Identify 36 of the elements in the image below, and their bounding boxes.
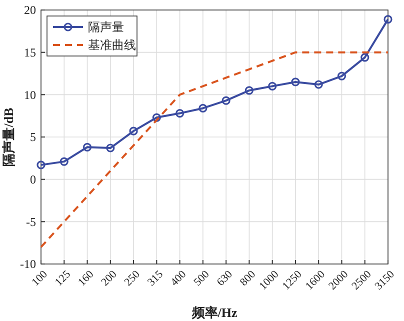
point: [198, 104, 208, 113]
y-tick-label: 0: [30, 172, 36, 187]
legend-label: 基准曲线: [88, 38, 136, 52]
x-tick-label: 160: [76, 268, 96, 289]
point: [152, 113, 161, 122]
x-tick-label: 315: [145, 268, 166, 289]
y-tick-label: 20: [24, 3, 36, 18]
x-tick-label: 400: [168, 268, 189, 289]
point: [36, 160, 46, 170]
point: [222, 96, 230, 105]
y-tick-label: 15: [24, 46, 36, 60]
point: [291, 78, 300, 86]
point: [60, 157, 68, 166]
y-tick-label: 10: [24, 88, 36, 102]
point: [268, 82, 277, 90]
point: [82, 142, 92, 152]
point: [314, 80, 323, 89]
y-axis-title: 隔声量/dB: [1, 107, 16, 166]
point: [337, 72, 346, 80]
point: [176, 108, 184, 118]
x-tick-label: 500: [192, 268, 212, 289]
x-tick-label: 250: [122, 268, 143, 289]
x-tick-label: 630: [214, 268, 236, 289]
legend-label: 隔声量: [88, 20, 124, 34]
x-axis-title: 频率/Hz: [190, 305, 238, 320]
point: [384, 15, 392, 24]
y-tick-label: 5: [30, 130, 36, 144]
point: [244, 86, 254, 95]
x-tick-label: 125: [52, 268, 74, 289]
line-series: [40, 51, 389, 248]
point: [360, 53, 370, 62]
x-tick-label: 800: [238, 268, 258, 289]
point: [129, 126, 138, 136]
point: [106, 144, 115, 152]
x-tick-label: 200: [99, 268, 120, 289]
y-tick-label: -5: [26, 214, 36, 229]
